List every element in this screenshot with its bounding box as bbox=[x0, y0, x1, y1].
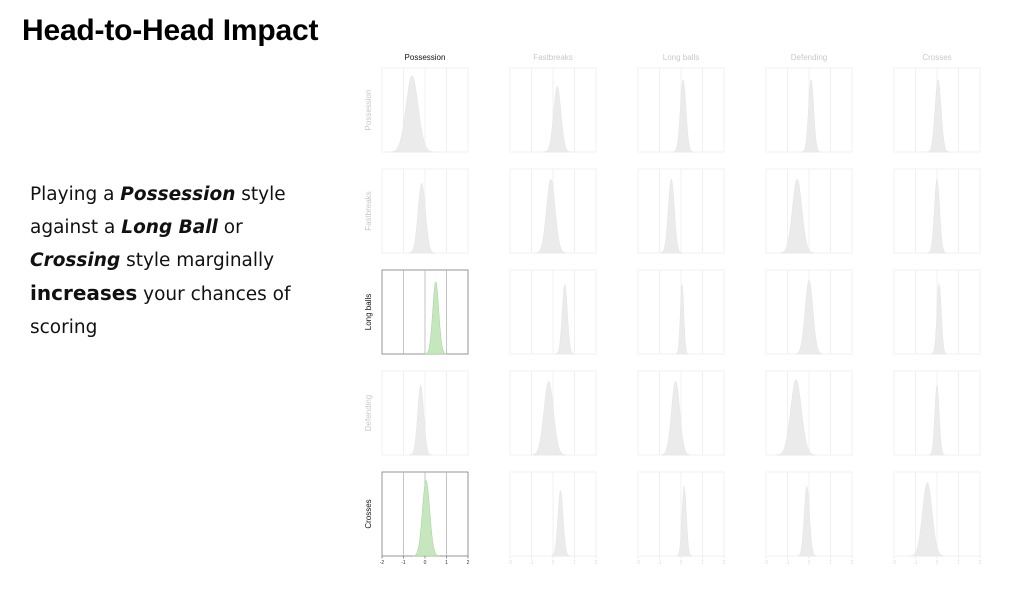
text-line-4: increases your chances of bbox=[30, 281, 291, 305]
density-histogram bbox=[776, 379, 816, 456]
x-tick-label: -1 bbox=[913, 560, 918, 566]
slide-title: Head-to-Head Impact bbox=[22, 14, 319, 47]
long-ball-emphasis: Long Ball bbox=[121, 217, 218, 238]
density-histogram bbox=[424, 281, 447, 355]
density-histogram bbox=[531, 380, 566, 456]
possession-emphasis: Possession bbox=[120, 184, 236, 205]
column-label: Defending bbox=[791, 53, 827, 62]
x-tick-label: 0 bbox=[808, 560, 811, 566]
density-histogram bbox=[408, 182, 436, 254]
x-tick-label: -2 bbox=[764, 560, 769, 566]
x-tick-label: -2 bbox=[892, 560, 897, 566]
density-histogram bbox=[910, 481, 945, 557]
x-tick-label: -2 bbox=[636, 560, 641, 566]
text-line-2: against a Long Ball or bbox=[30, 217, 243, 238]
x-tick-label: 1 bbox=[701, 560, 704, 566]
density-histogram bbox=[929, 384, 945, 456]
row-label: Fastbreaks bbox=[364, 191, 373, 231]
text-fragment: style bbox=[235, 184, 286, 205]
crossing-emphasis: Crossing bbox=[30, 250, 121, 271]
column-label: Possession bbox=[405, 53, 446, 62]
text-fragment: your chances of bbox=[137, 284, 291, 305]
x-tick-label: -1 bbox=[657, 560, 662, 566]
density-histogram bbox=[676, 485, 693, 557]
text-fragment: or bbox=[217, 217, 243, 238]
density-histogram bbox=[660, 380, 691, 456]
density-histogram bbox=[794, 279, 824, 355]
column-label: Fastbreaks bbox=[533, 53, 573, 62]
text-line-1: Playing a Possession style bbox=[30, 184, 286, 205]
density-histogram bbox=[797, 485, 817, 557]
density-histogram bbox=[543, 86, 571, 153]
x-tick-label: 0 bbox=[552, 560, 555, 566]
body-text: Playing a Possession style against a Lon… bbox=[30, 178, 330, 344]
text-line-5: scoring bbox=[30, 317, 98, 338]
column-label: Crosses bbox=[922, 53, 951, 62]
row-label: Defending bbox=[364, 395, 373, 431]
increases-emphasis: increases bbox=[30, 281, 138, 305]
x-tick-label: 1 bbox=[573, 560, 576, 566]
x-tick-label: -1 bbox=[529, 560, 534, 566]
density-histogram bbox=[660, 178, 683, 254]
density-histogram bbox=[926, 79, 950, 153]
x-tick-label: 0 bbox=[680, 560, 683, 566]
text-fragment: against a bbox=[30, 217, 122, 238]
density-histogram bbox=[779, 178, 815, 254]
x-tick-label: 2 bbox=[467, 560, 470, 566]
row-label: Possession bbox=[364, 90, 373, 131]
text-line-3: Crossing style marginally bbox=[30, 250, 274, 271]
density-histogram bbox=[672, 79, 694, 153]
density-histogram bbox=[801, 79, 821, 153]
density-histogram bbox=[550, 489, 571, 557]
x-tick-label: 0 bbox=[936, 560, 939, 566]
density-histogram bbox=[412, 480, 440, 557]
column-label: Long balls bbox=[663, 53, 699, 62]
density-histogram bbox=[555, 283, 575, 355]
text-fragment: Playing a bbox=[30, 184, 121, 205]
x-tick-label: 2 bbox=[595, 560, 598, 566]
density-histogram bbox=[675, 283, 689, 355]
x-tick-label: 1 bbox=[445, 560, 448, 566]
x-tick-label: 1 bbox=[957, 560, 960, 566]
x-tick-label: -2 bbox=[508, 560, 513, 566]
density-histogram bbox=[927, 178, 947, 254]
density-histogram bbox=[409, 384, 432, 456]
x-tick-label: 1 bbox=[829, 560, 832, 566]
density-histogram bbox=[535, 178, 567, 254]
density-histogram bbox=[390, 75, 435, 153]
x-tick-label: 2 bbox=[851, 560, 854, 566]
x-tick-label: -1 bbox=[401, 560, 406, 566]
row-label: Crosses bbox=[364, 499, 373, 528]
x-tick-label: -2 bbox=[380, 560, 385, 566]
x-tick-label: 0 bbox=[424, 560, 427, 566]
density-histogram bbox=[931, 283, 948, 355]
x-tick-label: 2 bbox=[723, 560, 726, 566]
x-tick-label: -1 bbox=[785, 560, 790, 566]
row-label: Long balls bbox=[364, 294, 373, 330]
histogram-matrix-chart: Possession Fastbreaks Long balls Defending C… bbox=[364, 53, 982, 566]
x-tick-label: 2 bbox=[979, 560, 982, 566]
text-fragment: style marginally bbox=[120, 250, 275, 271]
